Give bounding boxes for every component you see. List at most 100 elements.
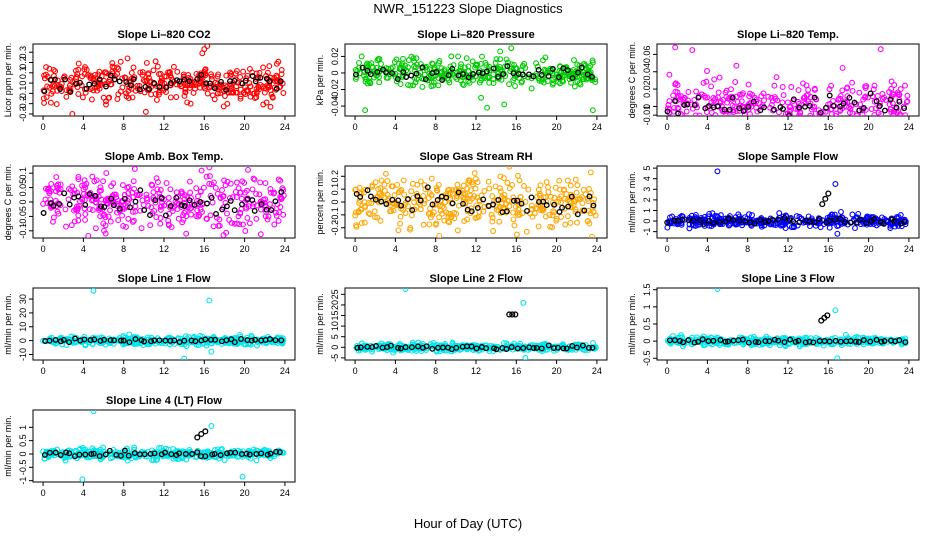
data-point-black xyxy=(510,70,517,77)
data-point xyxy=(122,75,129,82)
data-point xyxy=(280,211,287,218)
data-point-black xyxy=(575,69,581,76)
data-point xyxy=(542,213,549,220)
data-point xyxy=(583,76,590,83)
data-point xyxy=(749,212,755,219)
data-point xyxy=(139,69,146,76)
data-point xyxy=(352,212,359,219)
data-point-black xyxy=(81,336,88,343)
data-point-black xyxy=(192,338,199,345)
panel-4: Slope Amb. Box Temp. 0 4 8 12 16 20 24 -0.1-0.05… xyxy=(3,151,296,254)
y-tick-label: 0.3 xyxy=(18,46,28,59)
data-point xyxy=(733,62,740,69)
data-point xyxy=(881,94,888,101)
data-point-black xyxy=(181,337,188,344)
data-point xyxy=(904,92,911,99)
data-point xyxy=(189,201,195,208)
data-point-black xyxy=(851,99,858,106)
data-point xyxy=(567,219,574,226)
data-point xyxy=(268,189,274,196)
data-point-black xyxy=(162,212,169,219)
data-point-black xyxy=(96,453,103,460)
data-point xyxy=(262,213,269,220)
data-point xyxy=(562,221,569,228)
data-point-black xyxy=(158,195,165,201)
data-point xyxy=(438,68,445,75)
data-point-black xyxy=(518,200,525,207)
outlier-point xyxy=(832,181,839,187)
data-point-black xyxy=(473,345,480,352)
data-point-black xyxy=(409,207,416,214)
data-point xyxy=(103,101,109,108)
y-tick-label: -0.02 xyxy=(330,79,340,100)
data-point-black xyxy=(726,106,733,113)
data-point xyxy=(475,213,482,220)
plot-frame xyxy=(32,287,296,361)
data-point-black xyxy=(126,339,133,346)
data-point xyxy=(868,106,875,113)
data-point xyxy=(537,182,544,189)
y-axis-label: ml/min per min. xyxy=(315,293,325,355)
data-point xyxy=(75,176,82,183)
data-point xyxy=(219,187,225,194)
data-point-black xyxy=(757,216,764,223)
data-point xyxy=(193,213,200,220)
data-point-black xyxy=(483,68,490,75)
data-point xyxy=(463,55,470,62)
outlier-point-black xyxy=(202,428,209,435)
data-point-black xyxy=(72,335,79,342)
data-point xyxy=(666,71,673,78)
data-point-black xyxy=(252,336,259,343)
y-tick-label: -0.5 xyxy=(642,351,652,367)
x-tick-label: 0 xyxy=(353,366,358,376)
data-point xyxy=(242,228,249,234)
data-point xyxy=(107,207,113,214)
data-point xyxy=(454,181,461,188)
data-point xyxy=(513,231,520,238)
data-point-black xyxy=(189,451,196,457)
x-tick-label: 12 xyxy=(159,488,169,498)
data-point xyxy=(440,75,447,82)
data-point xyxy=(203,216,210,223)
data-point xyxy=(264,69,271,76)
x-tick-label: 20 xyxy=(864,122,874,132)
data-point-black xyxy=(740,108,747,114)
data-point-black xyxy=(117,452,124,459)
data-point xyxy=(246,220,253,227)
data-point xyxy=(849,87,856,94)
data-point-black xyxy=(504,63,511,70)
data-point xyxy=(240,68,247,75)
data-point-black xyxy=(186,78,193,85)
data-point xyxy=(389,64,396,71)
data-point xyxy=(140,77,147,84)
data-point xyxy=(131,446,137,453)
data-point-black xyxy=(468,343,475,350)
data-point xyxy=(781,341,788,348)
data-point xyxy=(148,204,155,211)
data-point xyxy=(860,96,867,103)
y-tick-label: 0.02 xyxy=(642,80,652,98)
data-point xyxy=(152,340,159,347)
data-point xyxy=(765,93,772,100)
data-point-black xyxy=(83,85,90,92)
data-point xyxy=(515,212,521,219)
y-tick-label: 25 xyxy=(330,289,340,299)
data-point-black xyxy=(273,448,280,455)
data-point xyxy=(233,83,240,90)
data-point xyxy=(704,68,710,74)
data-point xyxy=(440,205,447,211)
data-point-black xyxy=(664,108,671,115)
data-point xyxy=(156,71,162,78)
data-point xyxy=(417,206,424,213)
x-tick-label: 4 xyxy=(393,366,398,376)
data-point xyxy=(587,210,594,217)
data-point xyxy=(890,111,897,116)
data-point xyxy=(250,175,257,182)
data-point xyxy=(897,86,904,93)
data-point-black xyxy=(771,336,778,343)
data-point xyxy=(129,218,136,225)
y-tick-label: 0 xyxy=(642,219,652,224)
data-point xyxy=(665,102,672,108)
data-point xyxy=(549,224,556,231)
data-point xyxy=(729,102,736,109)
